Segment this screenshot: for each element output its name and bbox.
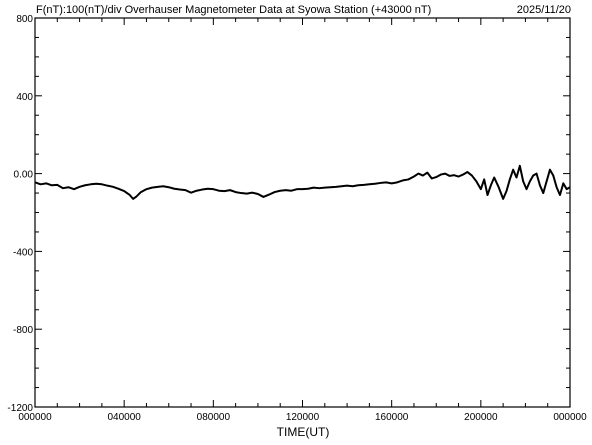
y-tick-label: 0.00 (14, 170, 34, 181)
series-layer (34, 164, 571, 200)
x-tick-label: 040000 (107, 412, 141, 423)
x-tick-label: 160000 (375, 412, 409, 423)
y-tick-label: 800 (16, 14, 33, 25)
x-tick-label: 080000 (197, 412, 231, 423)
x-tick-label: 200000 (464, 412, 498, 423)
x-tick-label: 000000 (18, 412, 52, 423)
chart-title: F(nT):100(nT)/div Overhauser Magnetomete… (36, 4, 431, 16)
plot-frame (34, 17, 571, 408)
x-tick-label: 120000 (286, 412, 320, 423)
y-tick-label: -1200 (7, 403, 33, 414)
y-tick-label: -800 (13, 325, 33, 336)
series-line (34, 164, 571, 200)
x-axis-label: TIME(UT) (277, 425, 330, 439)
y-tick-label: 400 (16, 92, 33, 103)
chart-date: 2025/11/20 (517, 4, 571, 16)
x-tick-label: 000000 (553, 412, 587, 423)
y-tick-label: -400 (13, 247, 33, 258)
